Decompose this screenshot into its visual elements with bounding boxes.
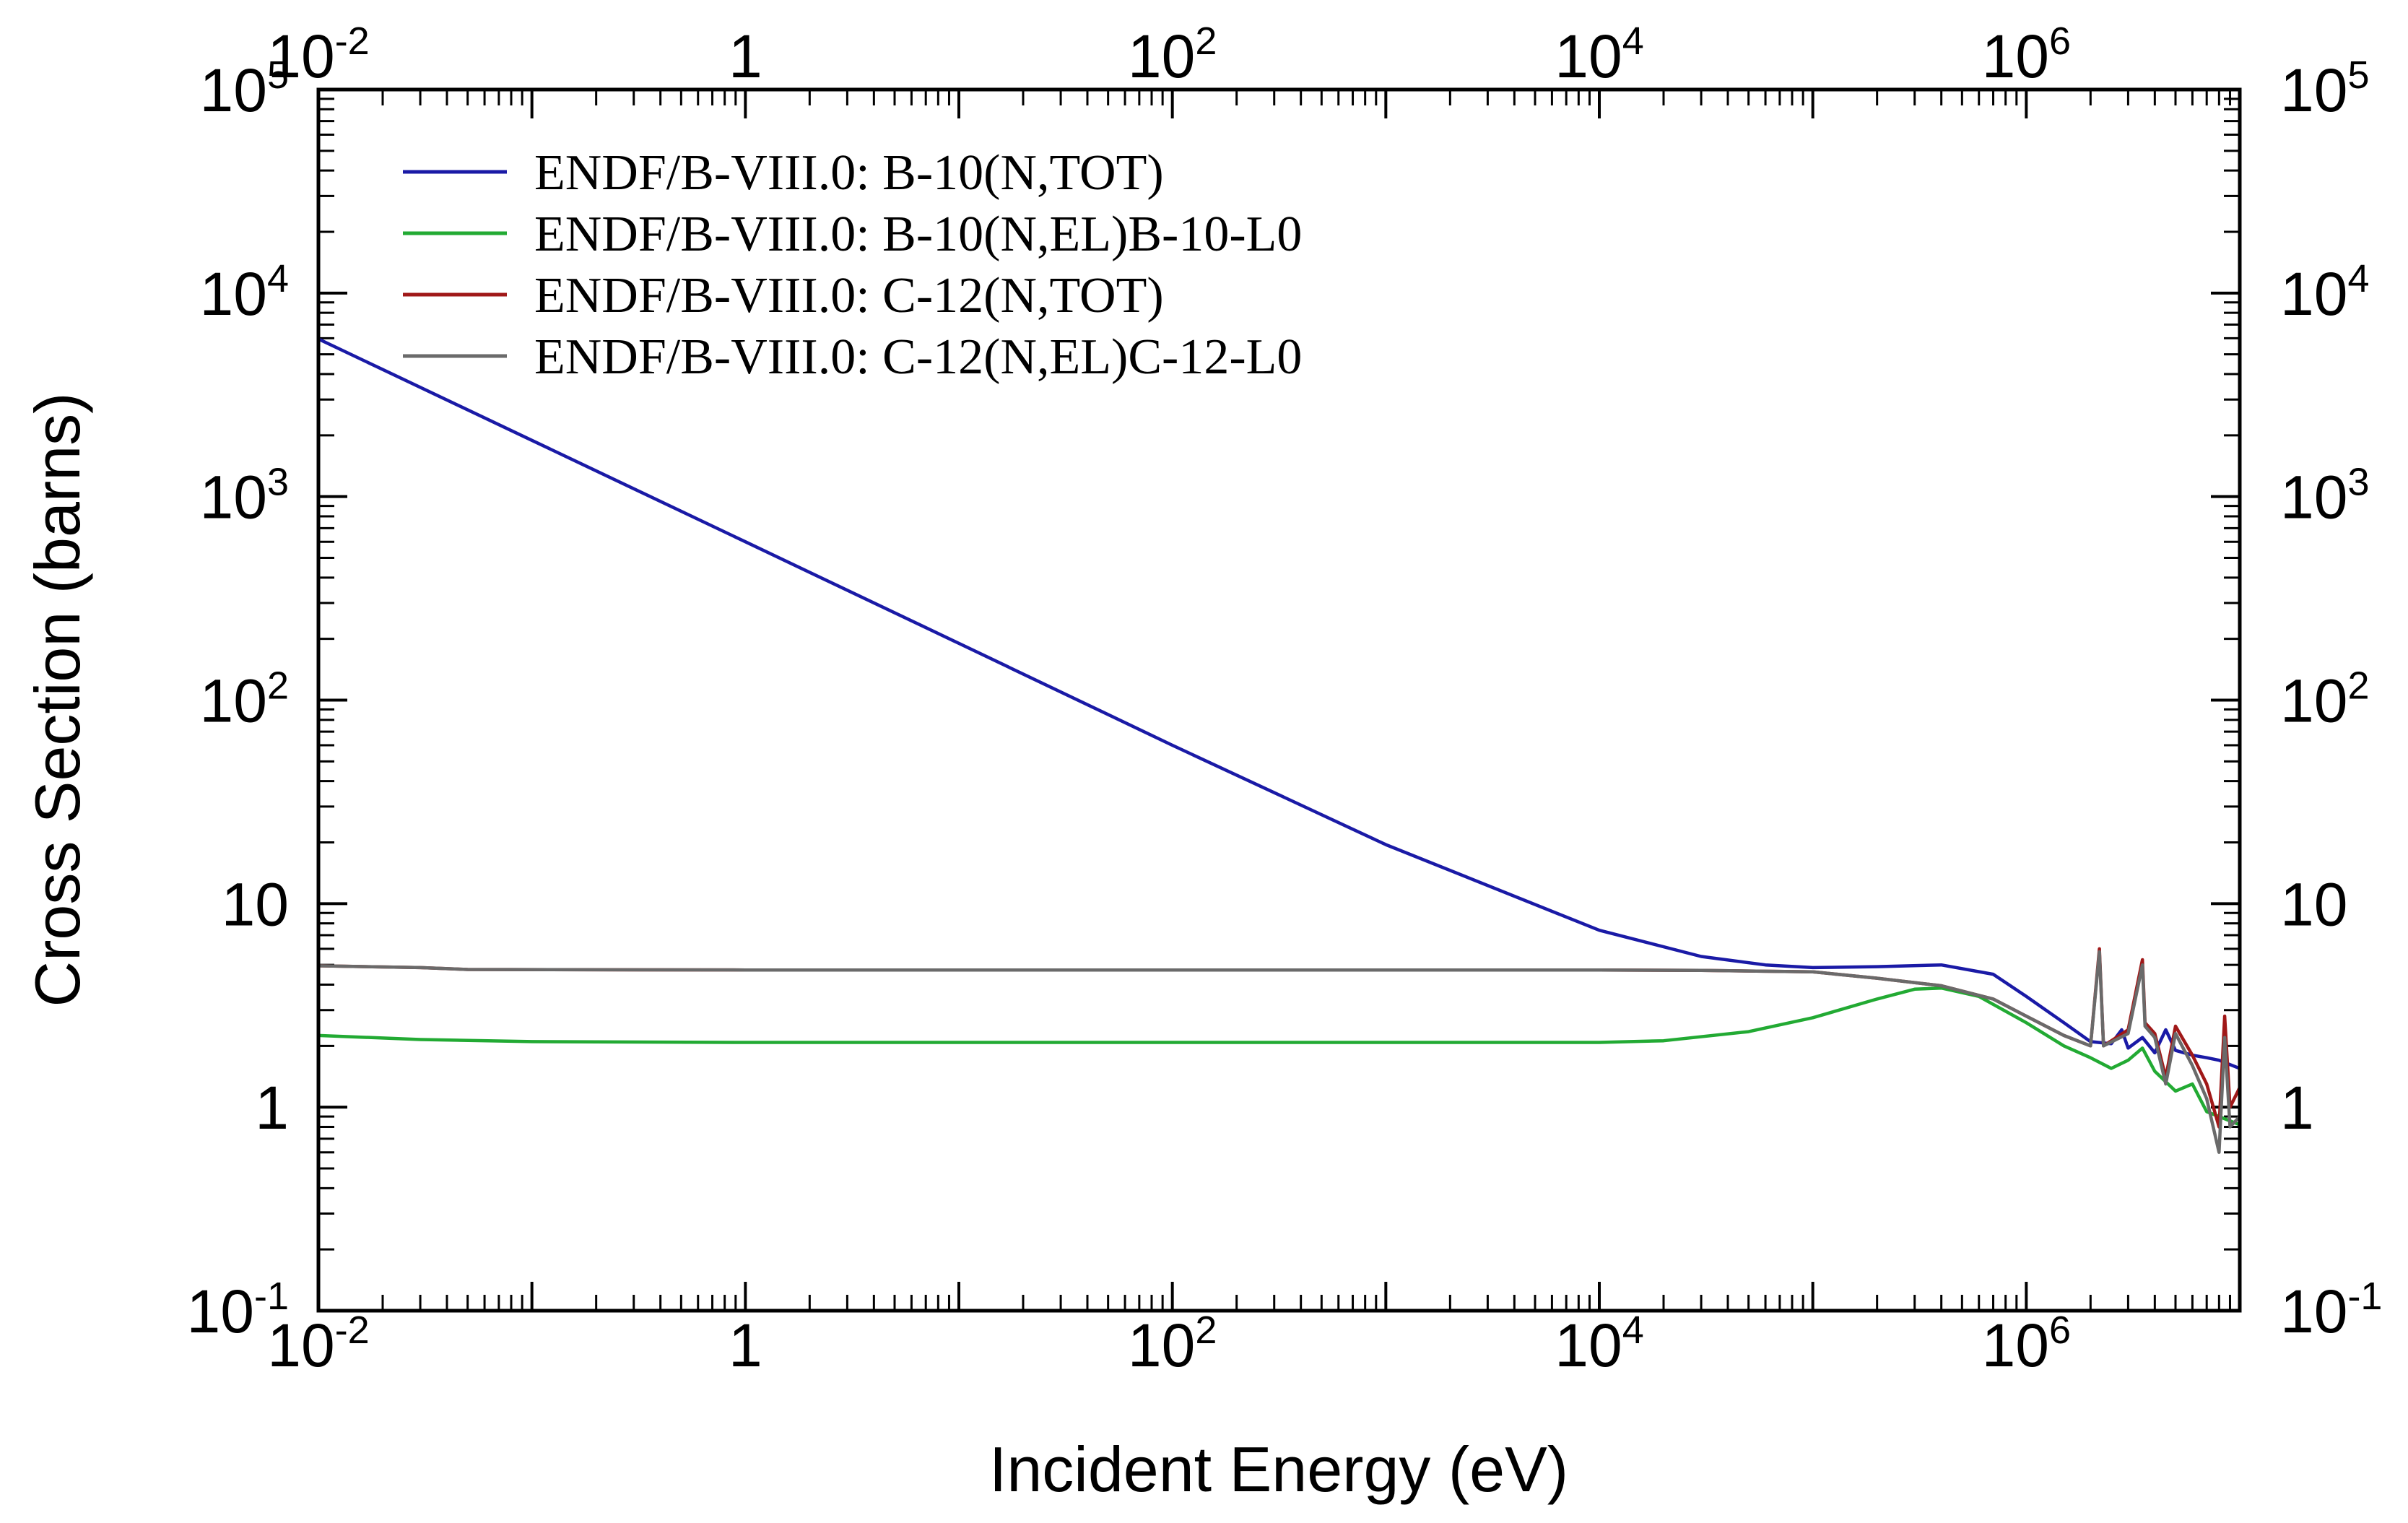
y-tick-label-right: 10-1 (2280, 1275, 2382, 1345)
x-tick-label-top: 1 (729, 22, 762, 90)
x-tick-label-top: 10-2 (267, 19, 369, 90)
minor-tick-layer (317, 90, 2240, 1312)
x-tick-label-bottom: 10-2 (267, 1309, 369, 1379)
y-tick-label-right: 10 (2280, 870, 2347, 938)
y-tick-label-left: 103 (200, 461, 289, 531)
y-tick-label-right: 1 (2280, 1074, 2314, 1142)
legend-label-4: ENDF/B-VIII.0: C-12(N,EL)C-12-L0 (534, 329, 1302, 385)
series-line-4 (318, 950, 2240, 1154)
y-tick-label-left: 1 (255, 1074, 289, 1142)
legend-label-2: ENDF/B-VIII.0: B-10(N,EL)B-10-L0 (534, 207, 1302, 262)
plot-frame (316, 87, 2242, 1313)
x-axis-title: Incident Energy (eV) (989, 1433, 1568, 1505)
y-axis-title: Cross Section (barns) (22, 393, 93, 1007)
legend-label-1: ENDF/B-VIII.0: B-10(N,TOT) (534, 145, 1164, 201)
series-layer (318, 337, 2240, 1154)
x-tick-label-bottom: 1 (729, 1311, 762, 1379)
y-tick-label-left: 10 (222, 870, 289, 938)
legend: ENDF/B-VIII.0: B-10(N,TOT) ENDF/B-VIII.0:… (403, 145, 1302, 385)
x-tick-label-bottom: 104 (1555, 1309, 1643, 1379)
x-tick-label-top: 102 (1128, 19, 1217, 90)
legend-label-3: ENDF/B-VIII.0: C-12(N,TOT) (534, 268, 1164, 324)
